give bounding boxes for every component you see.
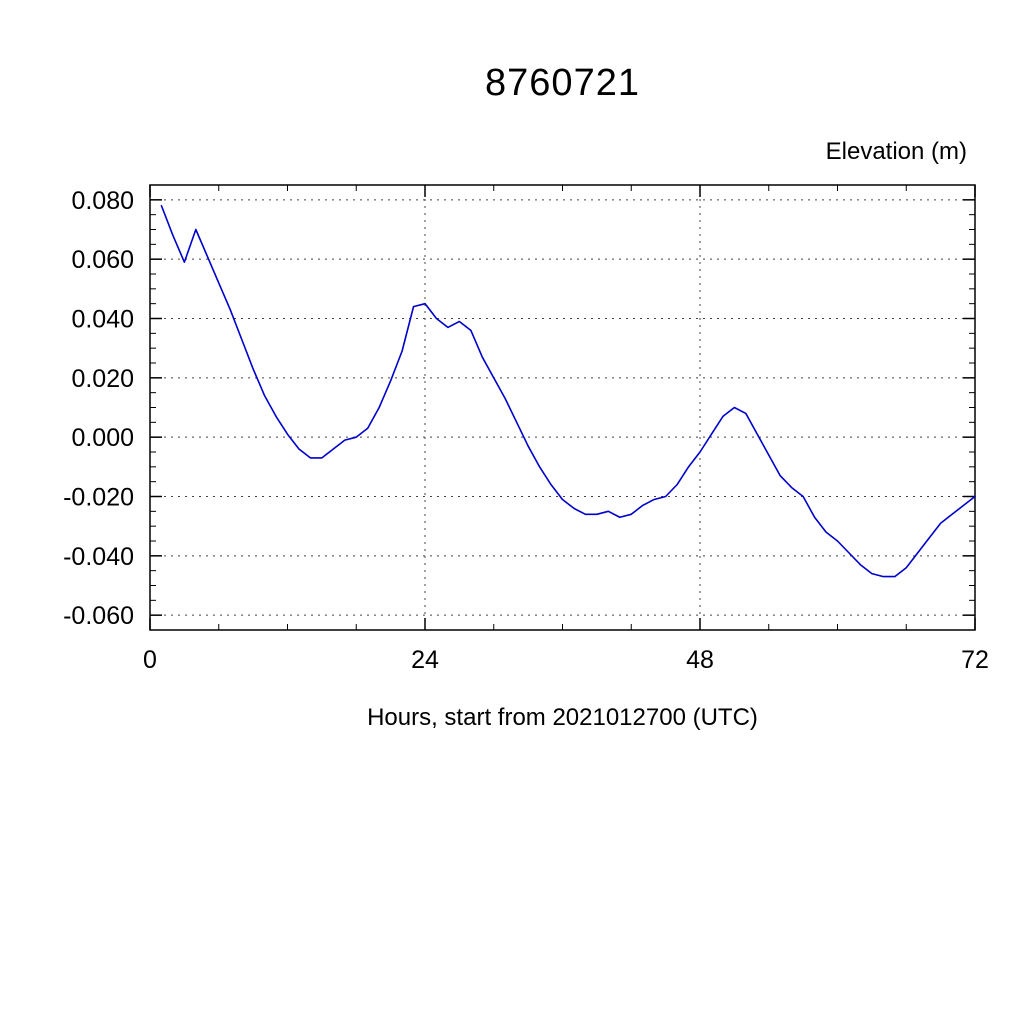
x-tick-label: 72 — [961, 646, 989, 674]
x-tick-label: 24 — [411, 646, 439, 674]
y-tick-label: 0.060 — [71, 246, 134, 274]
elevation-series-line — [160, 204, 976, 578]
x-tick-label: 0 — [143, 646, 157, 674]
plot-frame — [149, 184, 976, 631]
chart-title: 8760721 — [485, 62, 640, 104]
y-axis-title: Elevation (m) — [825, 138, 967, 165]
y-tick-label: -0.020 — [63, 484, 134, 512]
y-tick-label: -0.060 — [63, 602, 134, 630]
y-tick-label: 0.020 — [71, 365, 134, 393]
y-tick-label: 0.080 — [71, 187, 134, 215]
x-axis-title: Hours, start from 2021012700 (UTC) — [367, 704, 758, 731]
y-tick-label: 0.040 — [71, 306, 134, 334]
x-tick-label: 48 — [686, 646, 714, 674]
y-tick-label: -0.040 — [63, 543, 134, 571]
y-tick-label: 0.000 — [71, 424, 134, 452]
